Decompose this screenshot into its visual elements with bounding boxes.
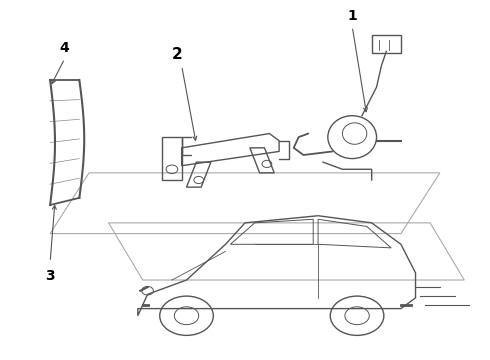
Text: 4: 4 xyxy=(60,41,70,55)
Text: 3: 3 xyxy=(45,269,55,283)
Text: 2: 2 xyxy=(172,47,182,62)
Text: 1: 1 xyxy=(347,9,357,23)
